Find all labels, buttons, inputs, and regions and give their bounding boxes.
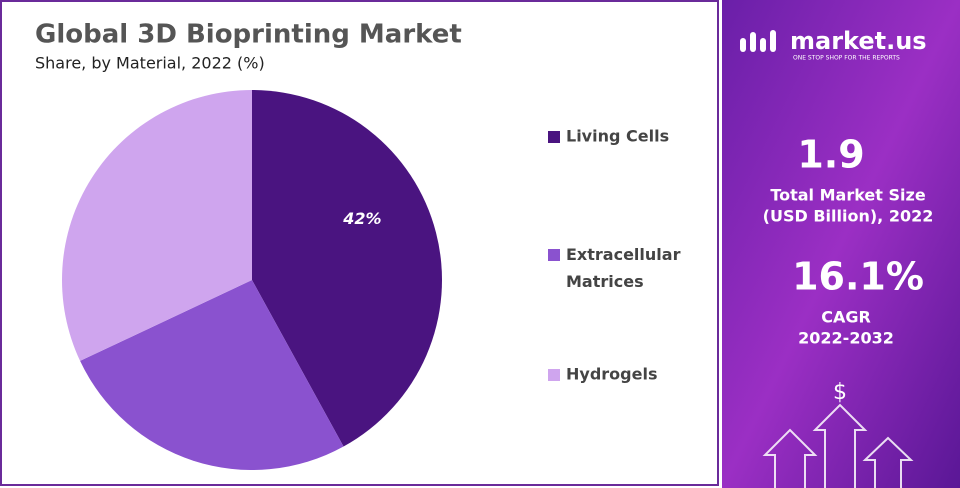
legend-label: Living Cells — [566, 127, 669, 146]
stat-value: 1.9 — [797, 133, 864, 177]
stat-label: 2022-2032 — [798, 329, 894, 348]
chart-title: Global 3D Bioprinting Market — [35, 20, 462, 50]
stat-label: Total Market Size — [770, 186, 925, 205]
stat-value: 16.1% — [792, 255, 924, 299]
arrow — [812, 403, 868, 488]
pie-slice — [61, 90, 252, 361]
chart-subtitle: Share, by Material, 2022 (%) — [35, 54, 265, 73]
tagline: ONE STOP SHOP FOR THE REPORTS — [793, 55, 900, 62]
logo-icon — [750, 32, 756, 52]
logo-icon — [770, 30, 776, 52]
stat-label: CAGR — [821, 308, 871, 327]
legend-label: Extracellular Matrices — [566, 245, 681, 291]
dollar-icon: $ — [833, 380, 847, 405]
pie-slice — [80, 280, 344, 470]
arrows — [762, 403, 914, 488]
legend-label: Hydrogels — [566, 365, 657, 384]
brand: market.us — [790, 27, 927, 55]
data-label: 42% — [342, 209, 381, 228]
legend-swatch — [548, 131, 560, 143]
arrow — [862, 436, 914, 488]
logo — [740, 30, 776, 52]
stat-label: (USD Billion), 2022 — [763, 207, 934, 226]
pie-slice — [252, 90, 443, 447]
legend-swatch — [548, 249, 560, 261]
logo-icon — [760, 38, 766, 52]
arrow — [762, 428, 818, 488]
legend-swatch — [548, 369, 560, 381]
logo-icon — [740, 38, 746, 52]
side-panel — [722, 0, 960, 488]
